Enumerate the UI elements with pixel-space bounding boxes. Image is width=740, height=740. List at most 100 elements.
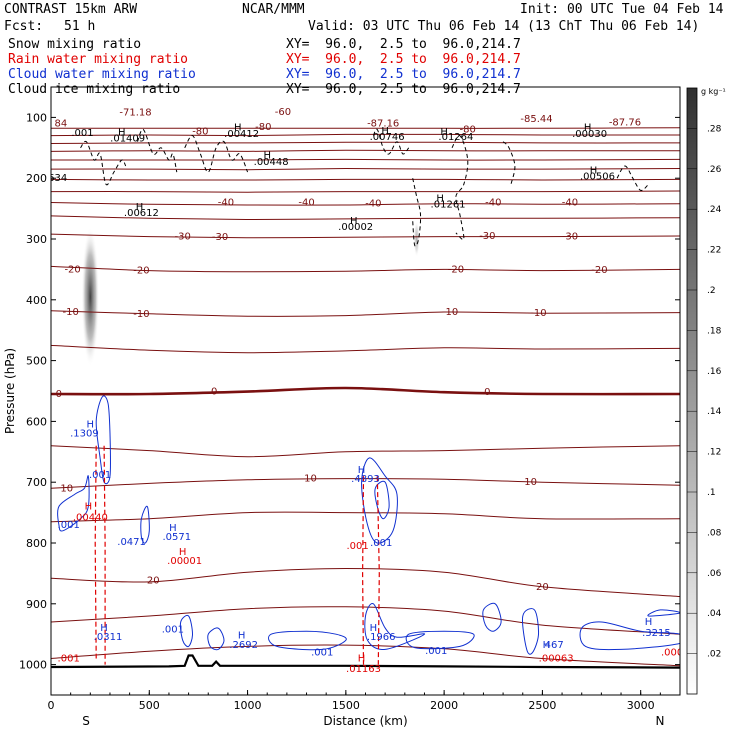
cloud-ice-label-1: .01409 [110, 134, 145, 145]
cloud-water-label-11: H [358, 465, 366, 476]
isotherm-19 [51, 606, 680, 635]
cloud-ice-label-3: .00412 [224, 129, 259, 140]
x-tick-label-3: 1500 [332, 699, 360, 712]
x-tick-label-0: 0 [48, 699, 55, 712]
colorbar-tick-label-10: .22 [707, 246, 721, 256]
y-tick-label-5: 600 [26, 415, 47, 428]
isotherm-0 [51, 127, 680, 129]
cloud-water-contour-11 [521, 608, 540, 655]
cloud-water-label-16: .001 [425, 646, 447, 657]
colorbar-tick-label-13: .28 [707, 124, 722, 134]
cloud-water-label-7: .001 [162, 624, 184, 635]
cloud-ice-contour-6 [616, 165, 649, 191]
cloud-water-label-19: H [645, 617, 653, 628]
isotherm-2 [51, 141, 680, 144]
isotherm-label-9: -40 [298, 198, 314, 209]
cloud-ice-label-9: .00030 [572, 129, 607, 140]
cloud-ice-label-17: .01261 [431, 199, 466, 210]
snow-shading-layer [81, 220, 420, 367]
forecast-label: Fcst: [4, 19, 44, 34]
cloud-water-contour-7 [374, 480, 390, 520]
rain-water-label-9: .000 [661, 647, 683, 658]
isotherm-label-33: 20 [536, 582, 549, 593]
isotherm-11 [51, 265, 680, 273]
isotherm-label-26: 0 [56, 389, 62, 400]
y-axis-label: Pressure (hPa) [3, 348, 17, 434]
y-tick-label-7: 800 [26, 537, 47, 550]
colorbar-tick-label-12: .26 [707, 165, 722, 175]
isotherm-label-1: -80 [192, 126, 208, 137]
isotherm-label-25: -10 [530, 308, 546, 319]
cloud-water-contour-2 [140, 505, 150, 544]
cloud-ice-label-19: .00746 [370, 132, 405, 143]
rain-water-label-3: .00001 [167, 556, 202, 567]
isotherm-18 [51, 567, 680, 597]
isotherm-label-3: -60 [275, 107, 291, 118]
isotherm-10 [51, 233, 680, 239]
isotherm-13 [51, 344, 680, 354]
cloud-ice-label-12: H [136, 202, 144, 213]
colorbar-unit: g kg⁻¹ [701, 87, 726, 96]
isotherm-label-24: -10 [442, 307, 458, 318]
isotherm-1 [51, 133, 680, 137]
cloud-water-label-2: .001 [89, 470, 111, 481]
cloud-water-contour-4 [207, 627, 225, 651]
cloud-water-label-8: H [238, 630, 246, 641]
isotherm-label-16: -30 [479, 231, 495, 242]
forecast-hour: 51 h [64, 19, 96, 34]
axes-layer: 0 500 1000 1500 2000 2500 30001002003004005006… [3, 111, 681, 728]
model-label: NCAR/MMM [242, 2, 305, 17]
x-axis-label: Distance (km) [323, 714, 407, 728]
field-xy-cloud-ice: XY= 96.0, 2.5 to 96.0,214.7 [286, 82, 521, 97]
cloud-water-label-5: .001 [58, 520, 80, 531]
x-tick-label-6: 3000 [627, 699, 655, 712]
colorbar-tick-label-1: .04 [707, 609, 722, 619]
cloud-ice-label-10: H [590, 165, 598, 176]
cloud-water-label-6: .0471 [117, 537, 146, 548]
cloud-water-contour-10 [482, 602, 502, 632]
colorbar-tick-label-11: .24 [707, 205, 722, 215]
cloud-water-contour-9 [405, 630, 475, 650]
y-tick-label-0: 100 [26, 111, 47, 124]
colorbar: .02 .04 .06 .08 .1 .12 .14 .16 .18 .2 .22 .24 .26 .28… [686, 87, 726, 695]
isotherm-8 [51, 202, 680, 206]
isotherm-label-4: -80 [460, 125, 476, 136]
isotherm-4 [51, 158, 680, 161]
isotherm-label-23: -10 [133, 309, 149, 320]
cloud-ice-label-7: .01264 [438, 132, 473, 143]
x-end-label-right: N [656, 714, 665, 728]
cloud-water-contour-8 [364, 603, 426, 651]
cloud-ice-contour-2 [184, 135, 249, 173]
isotherm-5 [51, 167, 680, 171]
field-name-rain: Rain water mixing ratio [8, 52, 189, 67]
cloud-water-label-21: H [100, 623, 108, 634]
rain-water-layer [94, 445, 380, 665]
isotherm-label-0: -71.18 [119, 108, 151, 119]
isotherm-7 [51, 190, 680, 193]
isotherm-label-20: -20 [448, 264, 464, 275]
isotherm-label-21: -20 [591, 265, 607, 276]
cloud-ice-label-4: H [263, 151, 271, 162]
cloud-water-label-18: 467 [545, 640, 564, 651]
x-end-label-left: S [82, 714, 90, 728]
field-xy-cloud-water: XY= 96.0, 2.5 to 96.0,214.7 [286, 67, 521, 82]
field-xy-rain: XY= 96.0, 2.5 to 96.0,214.7 [286, 52, 521, 67]
cloud-ice-label-16: H [436, 193, 444, 204]
colorbar-tick-label-8: .18 [707, 326, 722, 336]
cloud-water-label-13: .001 [370, 538, 392, 549]
colorbar-tick-label-2: .06 [707, 569, 722, 579]
field-xy-snow: XY= 96.0, 2.5 to 96.0,214.7 [286, 37, 521, 52]
isotherm-16 [51, 478, 680, 489]
isotherm-label-6: -87.76 [609, 117, 641, 128]
y-tick-label-9: 1000 [19, 659, 47, 672]
cloud-water-contour-1 [57, 475, 90, 532]
rain-water-label-0: H [85, 502, 93, 513]
colorbar-ramp [686, 87, 698, 695]
snow-shading-1 [413, 220, 420, 258]
colorbar-tick-label-6: .14 [707, 407, 722, 417]
cloud-ice-label-5: .00448 [254, 157, 289, 168]
isotherm-label-30: 10 [304, 474, 317, 485]
y-tick-label-6: 700 [26, 476, 47, 489]
cloud-water-contour-13 [647, 609, 680, 617]
